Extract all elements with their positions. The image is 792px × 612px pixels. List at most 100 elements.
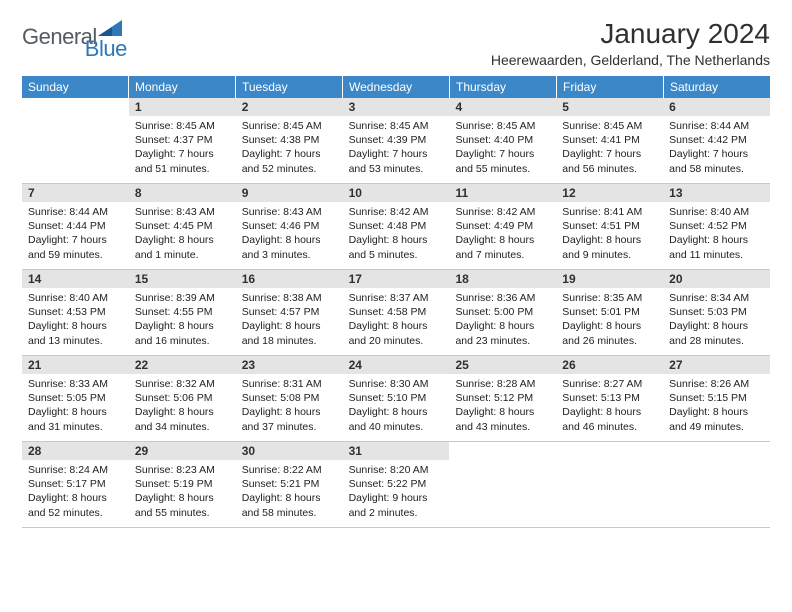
calendar-cell: 26Sunrise: 8:27 AMSunset: 5:13 PMDayligh… — [556, 356, 663, 442]
sunset-text: Sunset: 4:38 PM — [242, 133, 337, 147]
week-row: 1Sunrise: 8:45 AMSunset: 4:37 PMDaylight… — [22, 98, 770, 184]
sun-info: Sunrise: 8:43 AMSunset: 4:45 PMDaylight:… — [129, 202, 236, 266]
sunrise-text: Sunrise: 8:23 AM — [135, 463, 230, 477]
daylight-text: Daylight: 8 hours and 28 minutes. — [669, 319, 764, 347]
day-number: 21 — [22, 356, 129, 374]
sunset-text: Sunset: 4:53 PM — [28, 305, 123, 319]
day-number: 11 — [449, 184, 556, 202]
calendar-cell: 2Sunrise: 8:45 AMSunset: 4:38 PMDaylight… — [236, 98, 343, 184]
daylight-text: Daylight: 7 hours and 55 minutes. — [455, 147, 550, 175]
calendar-cell: 12Sunrise: 8:41 AMSunset: 4:51 PMDayligh… — [556, 184, 663, 270]
daylight-text: Daylight: 8 hours and 55 minutes. — [135, 491, 230, 519]
sunset-text: Sunset: 4:44 PM — [28, 219, 123, 233]
week-row: 14Sunrise: 8:40 AMSunset: 4:53 PMDayligh… — [22, 270, 770, 356]
day-number: 27 — [663, 356, 770, 374]
calendar-cell: 4Sunrise: 8:45 AMSunset: 4:40 PMDaylight… — [449, 98, 556, 184]
daylight-text: Daylight: 8 hours and 18 minutes. — [242, 319, 337, 347]
calendar-cell: 6Sunrise: 8:44 AMSunset: 4:42 PMDaylight… — [663, 98, 770, 184]
day-number: 16 — [236, 270, 343, 288]
sunrise-text: Sunrise: 8:34 AM — [669, 291, 764, 305]
day-header: Thursday — [450, 76, 557, 98]
sunset-text: Sunset: 5:19 PM — [135, 477, 230, 491]
sunrise-text: Sunrise: 8:45 AM — [455, 119, 550, 133]
sunset-text: Sunset: 4:55 PM — [135, 305, 230, 319]
sun-info: Sunrise: 8:40 AMSunset: 4:53 PMDaylight:… — [22, 288, 129, 352]
daylight-text: Daylight: 8 hours and 37 minutes. — [242, 405, 337, 433]
sunrise-text: Sunrise: 8:20 AM — [349, 463, 444, 477]
daylight-text: Daylight: 8 hours and 11 minutes. — [669, 233, 764, 261]
sun-info: Sunrise: 8:24 AMSunset: 5:17 PMDaylight:… — [22, 460, 129, 524]
calendar-cell: 3Sunrise: 8:45 AMSunset: 4:39 PMDaylight… — [343, 98, 450, 184]
day-number: 26 — [556, 356, 663, 374]
day-number: 9 — [236, 184, 343, 202]
calendar-cell: 31Sunrise: 8:20 AMSunset: 5:22 PMDayligh… — [343, 442, 450, 528]
sun-info: Sunrise: 8:41 AMSunset: 4:51 PMDaylight:… — [556, 202, 663, 266]
sun-info: Sunrise: 8:31 AMSunset: 5:08 PMDaylight:… — [236, 374, 343, 438]
sunset-text: Sunset: 4:37 PM — [135, 133, 230, 147]
header: General Blue January 2024 Heerewaarden, … — [22, 18, 770, 68]
day-header: Friday — [557, 76, 664, 98]
sunset-text: Sunset: 5:05 PM — [28, 391, 123, 405]
page-subtitle: Heerewaarden, Gelderland, The Netherland… — [491, 52, 770, 68]
daylight-text: Daylight: 8 hours and 58 minutes. — [242, 491, 337, 519]
sunrise-text: Sunrise: 8:26 AM — [669, 377, 764, 391]
title-block: January 2024 Heerewaarden, Gelderland, T… — [491, 18, 770, 68]
calendar-cell: 27Sunrise: 8:26 AMSunset: 5:15 PMDayligh… — [663, 356, 770, 442]
calendar-cell: 15Sunrise: 8:39 AMSunset: 4:55 PMDayligh… — [129, 270, 236, 356]
sunset-text: Sunset: 5:21 PM — [242, 477, 337, 491]
day-number: 6 — [663, 98, 770, 116]
sun-info: Sunrise: 8:23 AMSunset: 5:19 PMDaylight:… — [129, 460, 236, 524]
calendar-cell: 7Sunrise: 8:44 AMSunset: 4:44 PMDaylight… — [22, 184, 129, 270]
day-number: 25 — [449, 356, 556, 374]
sunrise-text: Sunrise: 8:40 AM — [669, 205, 764, 219]
calendar-cell — [22, 98, 129, 184]
calendar-cell: 5Sunrise: 8:45 AMSunset: 4:41 PMDaylight… — [556, 98, 663, 184]
sun-info: Sunrise: 8:22 AMSunset: 5:21 PMDaylight:… — [236, 460, 343, 524]
sunset-text: Sunset: 4:46 PM — [242, 219, 337, 233]
calendar-cell: 20Sunrise: 8:34 AMSunset: 5:03 PMDayligh… — [663, 270, 770, 356]
sunset-text: Sunset: 4:48 PM — [349, 219, 444, 233]
sunrise-text: Sunrise: 8:45 AM — [349, 119, 444, 133]
calendar: SundayMondayTuesdayWednesdayThursdayFrid… — [22, 76, 770, 528]
daylight-text: Daylight: 8 hours and 23 minutes. — [455, 319, 550, 347]
calendar-cell: 24Sunrise: 8:30 AMSunset: 5:10 PMDayligh… — [343, 356, 450, 442]
calendar-cell: 13Sunrise: 8:40 AMSunset: 4:52 PMDayligh… — [663, 184, 770, 270]
calendar-cell: 28Sunrise: 8:24 AMSunset: 5:17 PMDayligh… — [22, 442, 129, 528]
day-number: 17 — [343, 270, 450, 288]
daylight-text: Daylight: 7 hours and 51 minutes. — [135, 147, 230, 175]
sun-info: Sunrise: 8:42 AMSunset: 4:49 PMDaylight:… — [449, 202, 556, 266]
sunrise-text: Sunrise: 8:38 AM — [242, 291, 337, 305]
sunrise-text: Sunrise: 8:27 AM — [562, 377, 657, 391]
sunrise-text: Sunrise: 8:24 AM — [28, 463, 123, 477]
calendar-cell — [556, 442, 663, 528]
sun-info: Sunrise: 8:45 AMSunset: 4:38 PMDaylight:… — [236, 116, 343, 180]
daylight-text: Daylight: 8 hours and 34 minutes. — [135, 405, 230, 433]
calendar-cell: 25Sunrise: 8:28 AMSunset: 5:12 PMDayligh… — [449, 356, 556, 442]
daylight-text: Daylight: 8 hours and 43 minutes. — [455, 405, 550, 433]
sunrise-text: Sunrise: 8:44 AM — [28, 205, 123, 219]
day-number: 28 — [22, 442, 129, 460]
sun-info: Sunrise: 8:45 AMSunset: 4:37 PMDaylight:… — [129, 116, 236, 180]
sunset-text: Sunset: 4:51 PM — [562, 219, 657, 233]
daylight-text: Daylight: 7 hours and 52 minutes. — [242, 147, 337, 175]
daylight-text: Daylight: 8 hours and 49 minutes. — [669, 405, 764, 433]
sunset-text: Sunset: 5:12 PM — [455, 391, 550, 405]
sun-info: Sunrise: 8:34 AMSunset: 5:03 PMDaylight:… — [663, 288, 770, 352]
daylight-text: Daylight: 8 hours and 3 minutes. — [242, 233, 337, 261]
sunrise-text: Sunrise: 8:45 AM — [562, 119, 657, 133]
day-header: Sunday — [22, 76, 129, 98]
sunrise-text: Sunrise: 8:37 AM — [349, 291, 444, 305]
daylight-text: Daylight: 8 hours and 20 minutes. — [349, 319, 444, 347]
daylight-text: Daylight: 8 hours and 5 minutes. — [349, 233, 444, 261]
day-number: 31 — [343, 442, 450, 460]
sunrise-text: Sunrise: 8:40 AM — [28, 291, 123, 305]
sunset-text: Sunset: 4:49 PM — [455, 219, 550, 233]
sunrise-text: Sunrise: 8:42 AM — [349, 205, 444, 219]
week-row: 7Sunrise: 8:44 AMSunset: 4:44 PMDaylight… — [22, 184, 770, 270]
daylight-text: Daylight: 7 hours and 53 minutes. — [349, 147, 444, 175]
sunset-text: Sunset: 4:52 PM — [669, 219, 764, 233]
sunrise-text: Sunrise: 8:45 AM — [135, 119, 230, 133]
day-number: 3 — [343, 98, 450, 116]
calendar-cell: 14Sunrise: 8:40 AMSunset: 4:53 PMDayligh… — [22, 270, 129, 356]
logo-text-blue: Blue — [85, 36, 127, 62]
